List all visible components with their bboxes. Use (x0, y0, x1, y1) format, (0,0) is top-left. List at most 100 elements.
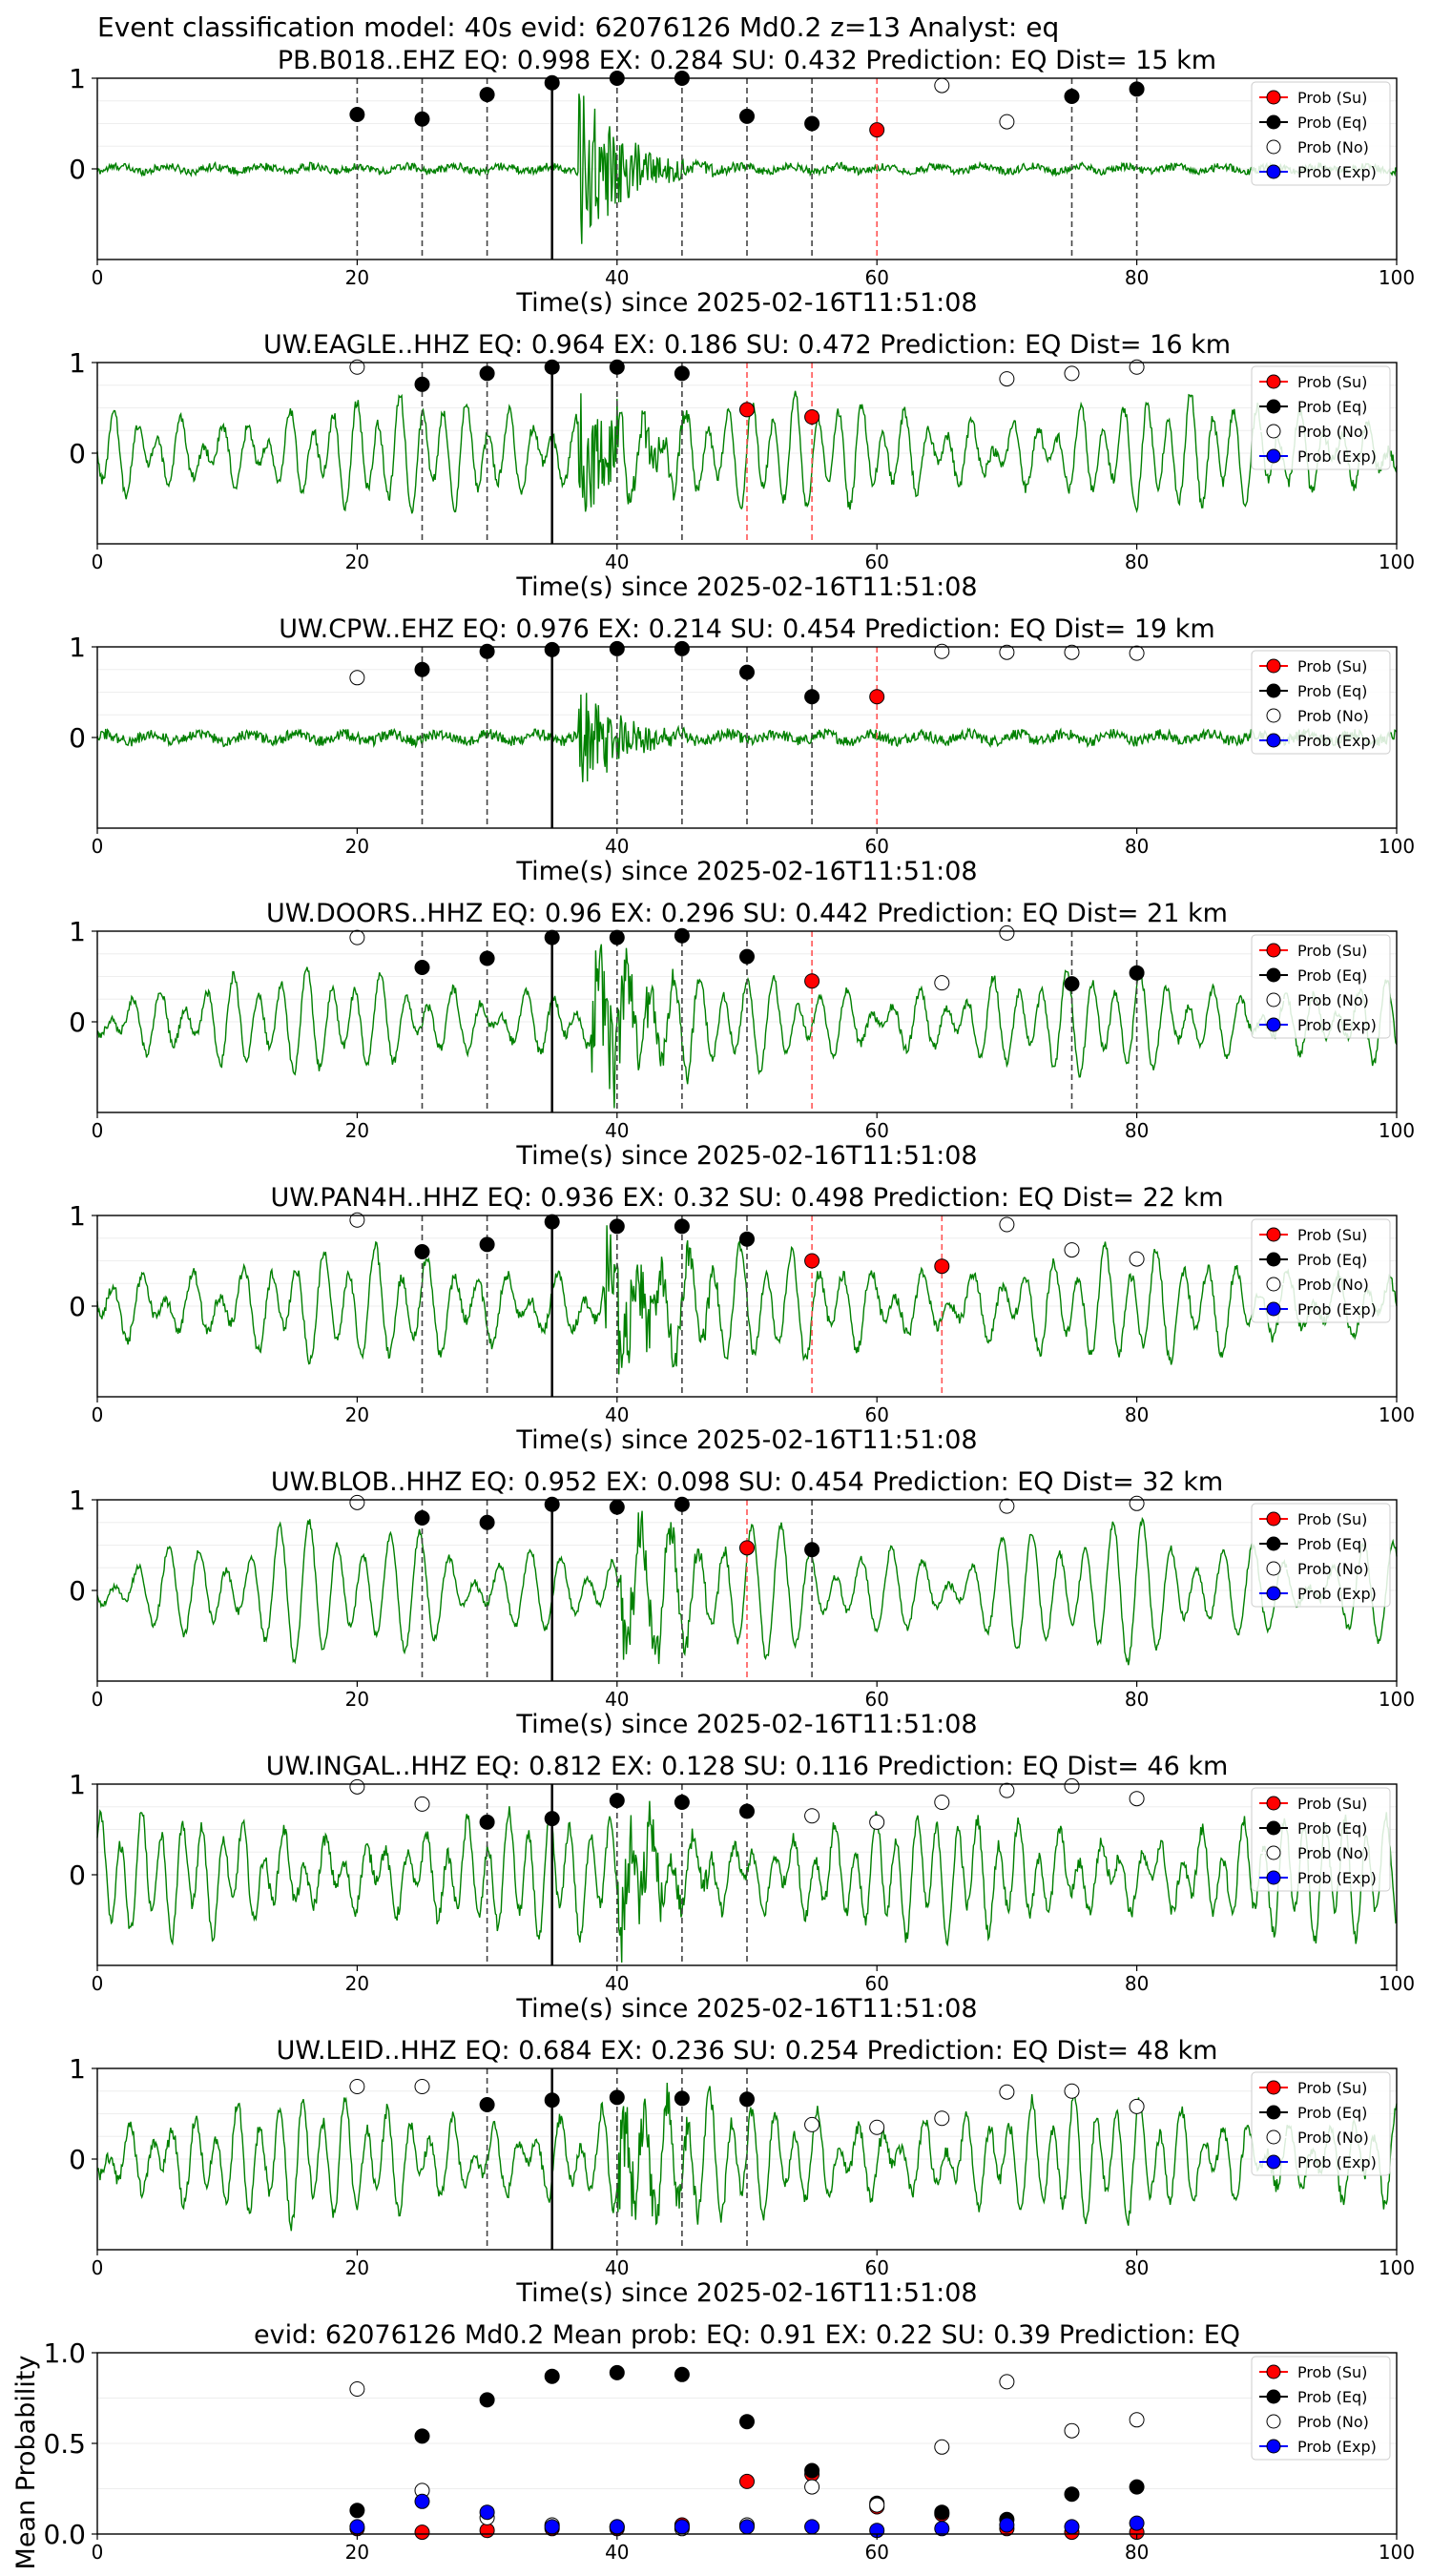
x-tick-label: 60 (864, 835, 888, 858)
mean-point-exp (349, 2519, 365, 2535)
mean-point-eq (609, 2364, 625, 2380)
legend-label-eq: Prob (Eq) (1297, 2104, 1367, 2122)
legend-label-exp: Prob (Exp) (1297, 1585, 1377, 1603)
x-tick-label: 20 (345, 551, 369, 573)
legend-label-su: Prob (Su) (1297, 89, 1367, 107)
mean-point-exp (674, 2519, 690, 2535)
legend-marker-no (1266, 139, 1281, 155)
prob-point-eq (544, 929, 560, 945)
panel-title: evid: 62076126 Md0.2 Mean prob: EQ: 0.91… (254, 2320, 1240, 2350)
x-tick-label: 60 (864, 1403, 888, 1426)
prob-point-no (1129, 1495, 1145, 1511)
mean-point-eq (739, 2414, 755, 2430)
x-tick-label: 20 (345, 2256, 369, 2279)
legend-marker-eq (1266, 1252, 1281, 1267)
prob-point-no (414, 1796, 430, 1812)
prob-point-no (1064, 644, 1080, 660)
x-tick-label: 100 (1379, 1688, 1415, 1711)
prob-point-no (1129, 645, 1145, 661)
legend-label-exp: Prob (Exp) (1297, 163, 1377, 181)
prob-point-eq (609, 1793, 625, 1809)
legend-label-su: Prob (Su) (1297, 2363, 1367, 2381)
prob-point-eq (544, 2092, 560, 2109)
prob-point-eq (674, 1218, 690, 1235)
legend-frame (1251, 365, 1391, 470)
station-panel-7: UW.LEID..HHZ EQ: 0.684 EX: 0.236 SU: 0.2… (69, 2036, 1415, 2308)
x-tick-label: 20 (345, 2541, 369, 2564)
y-tick-label: 1 (69, 347, 86, 379)
mean-point-exp (999, 2517, 1015, 2533)
panel-title: PB.B018..EHZ EQ: 0.998 EX: 0.284 SU: 0.4… (278, 46, 1216, 75)
legend-marker-eq (1266, 399, 1281, 414)
legend-marker-exp (1266, 448, 1281, 464)
prob-point-eq (544, 74, 560, 91)
mean-legend: Prob (Su) Prob (Eq) Prob (No) Prob (Exp) (1251, 2356, 1391, 2461)
x-tick-label: 80 (1125, 551, 1149, 573)
legend-marker-eq (1266, 1820, 1281, 1836)
legend-label-no: Prob (No) (1297, 2129, 1369, 2147)
legend-label-eq: Prob (Eq) (1297, 966, 1367, 985)
prob-point-no (349, 1494, 365, 1510)
mean-point-exp (414, 2493, 430, 2509)
mean-point-exp (934, 2521, 950, 2537)
legend-marker-exp (1266, 1586, 1281, 1601)
legend-label-su: Prob (Su) (1297, 657, 1367, 675)
y-tick-label: 1 (69, 2053, 86, 2085)
prob-point-no (1129, 2098, 1145, 2114)
prob-point-eq (1129, 965, 1145, 981)
prob-point-eq (414, 1244, 430, 1259)
legend-marker-no (1266, 708, 1281, 723)
prob-point-eq (544, 359, 560, 375)
station-5-legend: Prob (Su) Prob (Eq) Prob (No) Prob (Exp) (1251, 1503, 1391, 1608)
prob-point-eq (1064, 976, 1080, 992)
prob-point-no (349, 359, 365, 375)
x-tick-label: 20 (345, 1972, 369, 1995)
legend-marker-no (1266, 2129, 1281, 2145)
waveform-trace (96, 944, 1398, 1109)
prob-point-no (999, 1782, 1015, 1798)
legend-marker-eq (1266, 2389, 1281, 2404)
mean-point-eq (1129, 2479, 1145, 2495)
y-tick-label: 0 (69, 438, 86, 469)
mean-point-eq (804, 2462, 820, 2479)
station-0-legend: Prob (Su) Prob (Eq) Prob (No) Prob (Exp) (1251, 81, 1391, 186)
x-axis-label: Time(s) since 2025-02-16T11:51:08 (515, 1425, 977, 1455)
legend-marker-su (1266, 1511, 1281, 1527)
y-tick-label: 0 (69, 722, 86, 754)
waveform-trace (96, 1800, 1398, 1963)
x-tick-label: 40 (605, 2256, 629, 2279)
x-tick-label: 0 (92, 2541, 104, 2564)
mean-point-no (349, 2381, 365, 2397)
mean-point-eq (479, 2392, 495, 2408)
legend-marker-no (1266, 992, 1281, 1008)
legend-label-exp: Prob (Exp) (1297, 1869, 1377, 1887)
prob-point-eq (479, 365, 495, 382)
x-tick-label: 100 (1379, 2256, 1415, 2279)
y-tick-label: 1 (69, 632, 86, 663)
y-tick-label: 0.0 (43, 2519, 86, 2550)
mean-point-exp (479, 2504, 495, 2521)
prob-point-no (414, 2079, 430, 2094)
legend-frame (1251, 1218, 1391, 1323)
mean-point-no (869, 2497, 885, 2513)
prob-point-eq (674, 927, 690, 944)
legend-label-su: Prob (Su) (1297, 1226, 1367, 1244)
legend-label-no: Prob (No) (1297, 138, 1369, 156)
legend-label-eq: Prob (Eq) (1297, 2388, 1367, 2406)
legend-label-eq: Prob (Eq) (1297, 398, 1367, 416)
legend-marker-eq (1266, 683, 1281, 698)
mean-point-exp (544, 2519, 560, 2535)
legend-frame (1251, 1787, 1391, 1892)
prob-point-no (349, 1778, 365, 1795)
legend-label-su: Prob (Su) (1297, 2079, 1367, 2097)
legend-marker-su (1266, 658, 1281, 674)
x-axis-label: Time(s) since 2025-02-16T11:51:08 (515, 288, 977, 318)
prob-point-su (934, 1258, 950, 1275)
prob-point-eq (479, 1814, 495, 1830)
x-tick-label: 80 (1125, 266, 1149, 289)
y-tick-label: 1 (69, 63, 86, 94)
prob-point-eq (414, 111, 430, 127)
legend-label-eq: Prob (Eq) (1297, 1535, 1367, 1553)
legend-marker-su (1266, 2080, 1281, 2095)
x-tick-label: 40 (605, 551, 629, 573)
